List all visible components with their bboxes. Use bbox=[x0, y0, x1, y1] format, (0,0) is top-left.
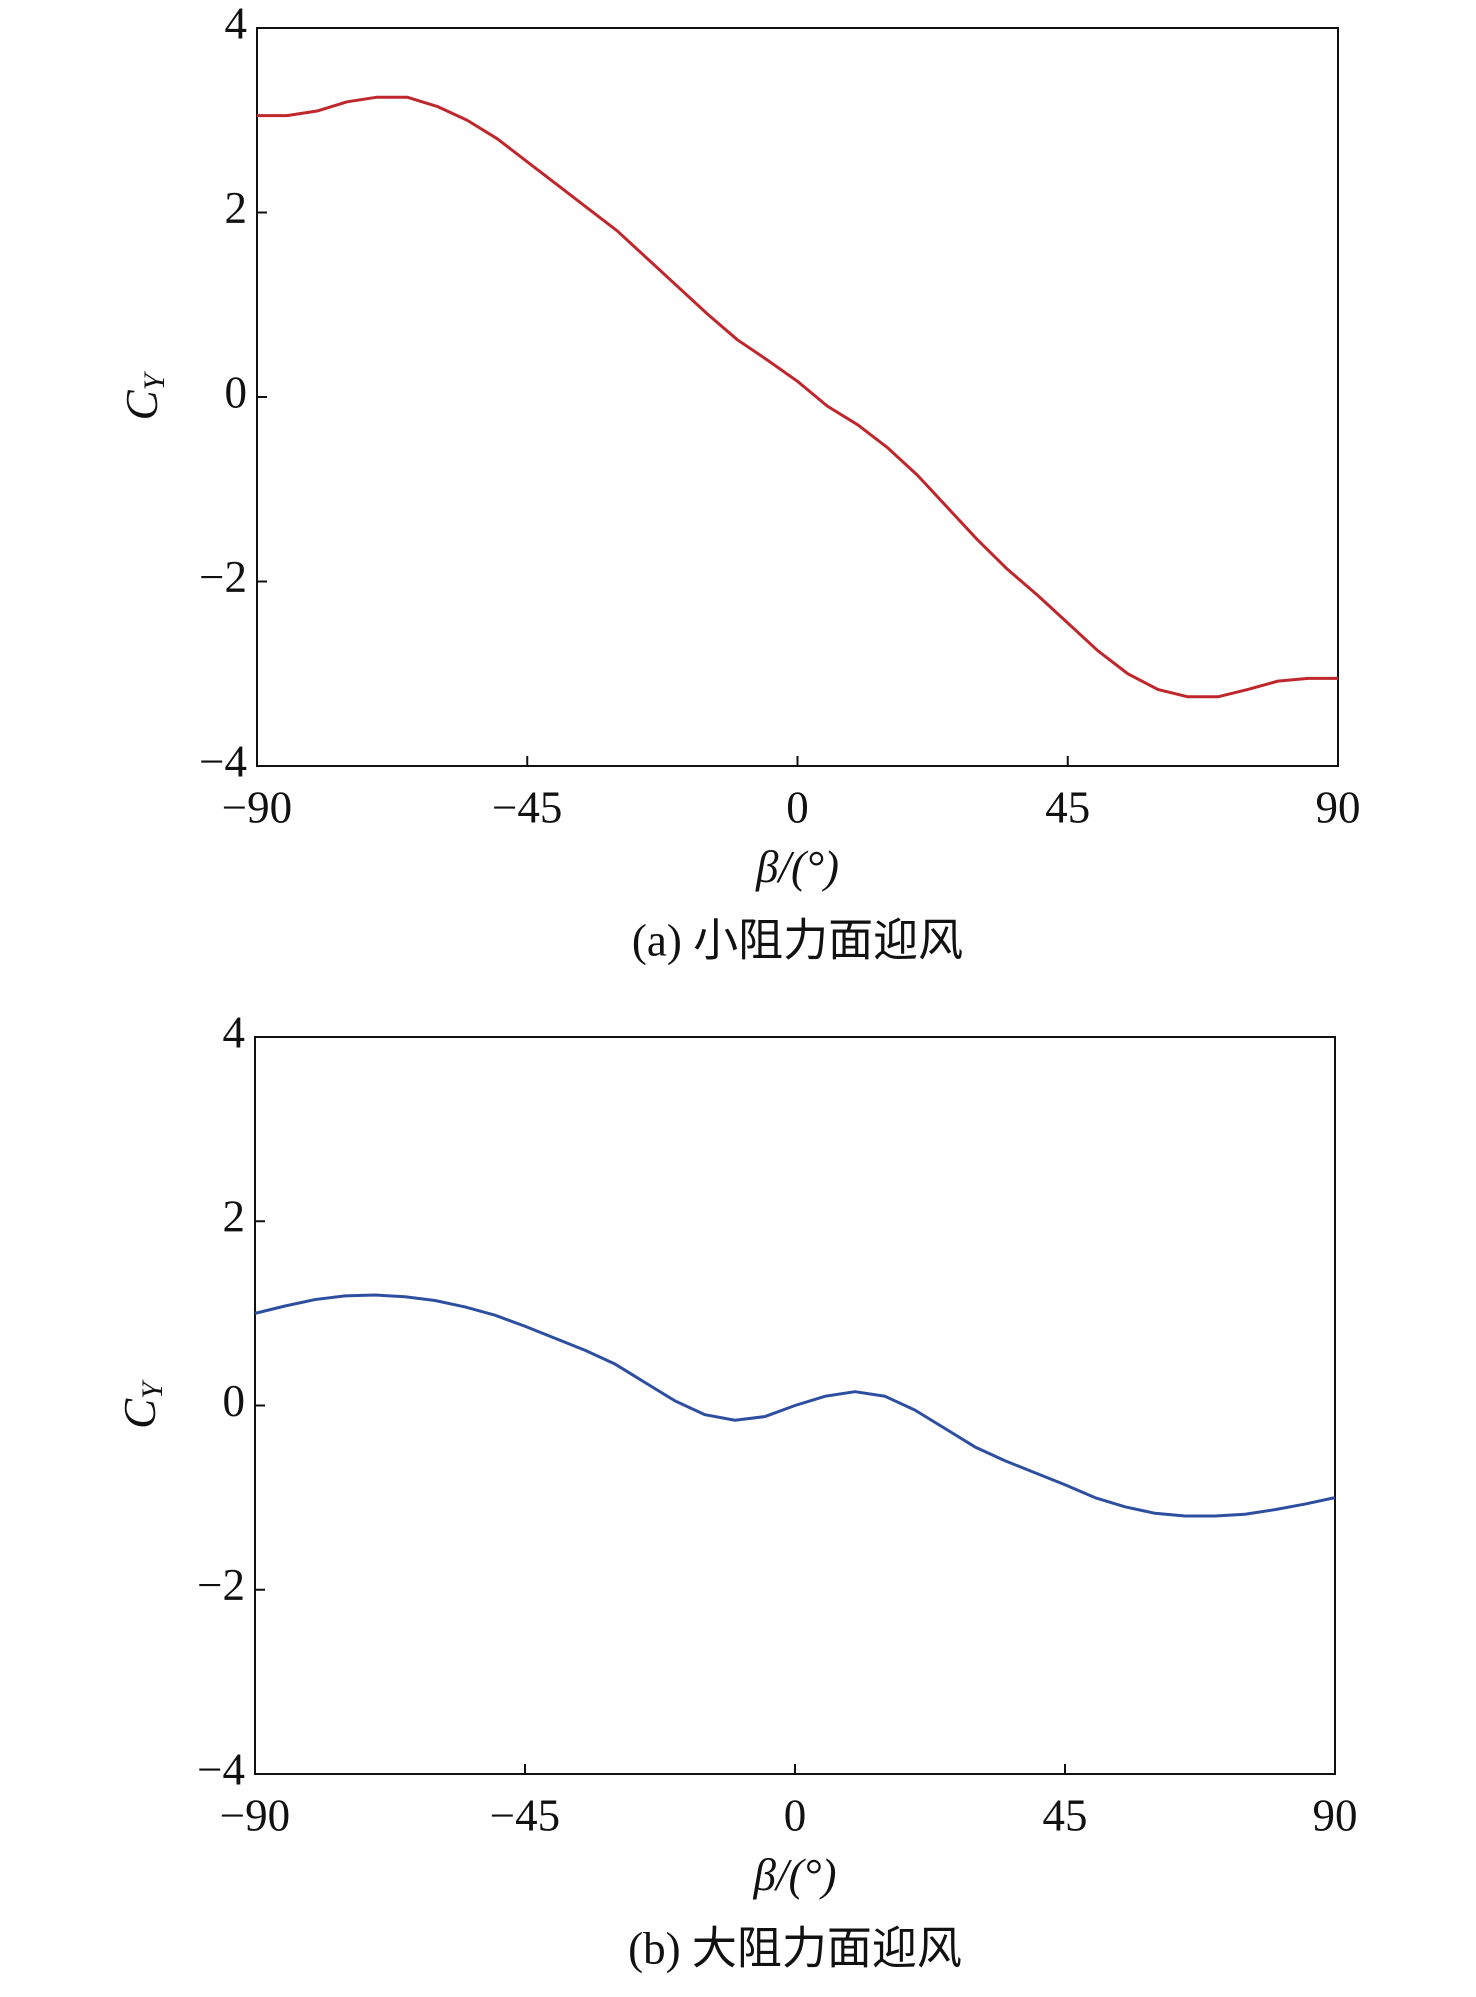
caption: (b) 大阻力面迎风 bbox=[628, 1923, 962, 1973]
x-tick-label: −90 bbox=[220, 1790, 290, 1840]
x-tick-label: −90 bbox=[222, 782, 292, 832]
y-axis-label: CY bbox=[115, 1379, 169, 1429]
x-tick-label: 45 bbox=[1045, 782, 1090, 832]
x-axis-label: β/(°) bbox=[753, 1850, 837, 1900]
data-line bbox=[257, 95, 1338, 699]
y-axis-label-main: C bbox=[115, 1398, 165, 1429]
data-line bbox=[254, 1293, 1336, 1518]
y-tick-label: 2 bbox=[225, 183, 248, 233]
x-tick-label: −45 bbox=[492, 782, 562, 832]
y-axis-label-main: C bbox=[117, 389, 167, 420]
x-axis-label-text: β/(°) bbox=[753, 1850, 837, 1900]
y-tick-label: −4 bbox=[199, 736, 247, 786]
caption: (a) 小阻力面迎风 bbox=[632, 915, 963, 965]
y-tick-label: −4 bbox=[197, 1744, 245, 1794]
y-tick-label: −2 bbox=[199, 552, 247, 602]
y-tick-label: −2 bbox=[197, 1560, 245, 1610]
x-tick-label: −45 bbox=[490, 1790, 560, 1840]
y-axis-label-sub: Y bbox=[136, 1379, 169, 1399]
y-axis-label: CY bbox=[117, 370, 171, 420]
y-tick-label: 2 bbox=[223, 1192, 246, 1242]
x-tick-label: 90 bbox=[1316, 782, 1361, 832]
x-tick-label: 0 bbox=[786, 782, 809, 832]
plot-frame bbox=[256, 27, 1339, 767]
y-tick-label: 0 bbox=[223, 1376, 246, 1426]
y-tick-label: 4 bbox=[223, 1007, 246, 1057]
x-axis-label: β/(°) bbox=[755, 842, 839, 892]
x-tick-label: 90 bbox=[1313, 1790, 1358, 1840]
x-tick-label: 45 bbox=[1043, 1790, 1088, 1840]
y-axis-label-sub: Y bbox=[138, 370, 171, 390]
y-tick-label: 4 bbox=[225, 0, 248, 48]
x-tick-label: 0 bbox=[784, 1790, 807, 1840]
y-tick-label: 0 bbox=[225, 367, 248, 417]
x-axis-label-text: β/(°) bbox=[755, 842, 839, 892]
